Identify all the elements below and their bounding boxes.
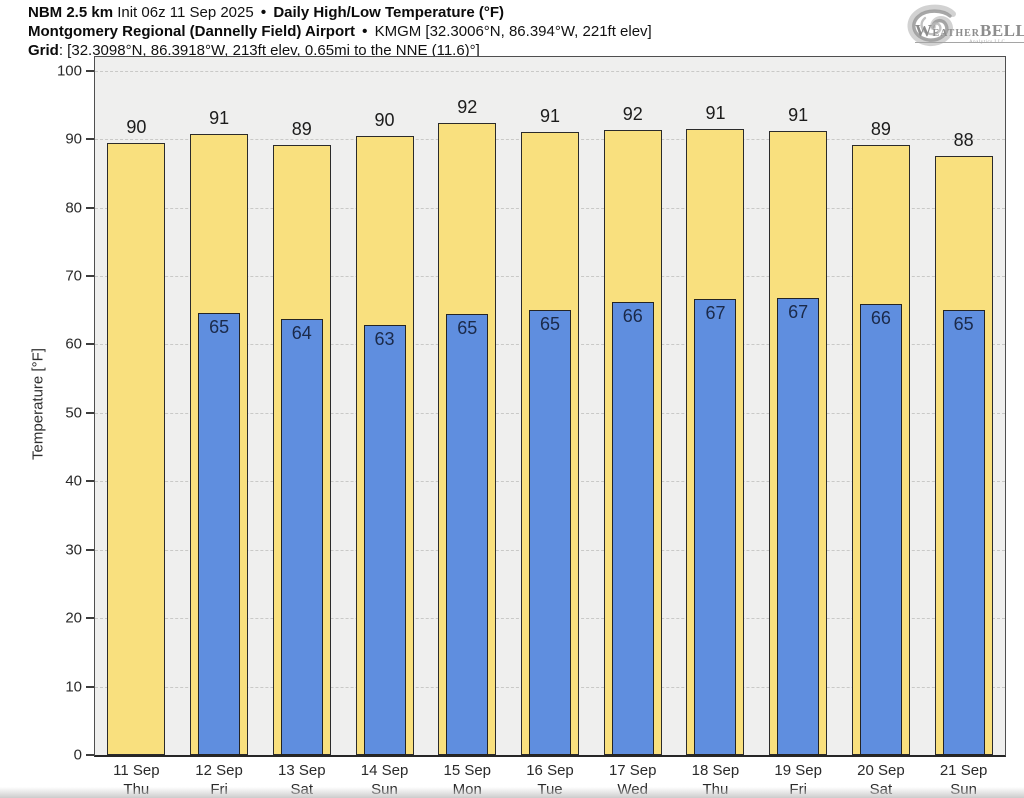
hurricane-swirl-icon: [907, 4, 956, 47]
high-value-label: 92: [457, 97, 478, 118]
low-temp-bar: 65: [198, 312, 241, 755]
low-value-label: 64: [291, 323, 312, 344]
x-tick-date: 14 Sep: [360, 762, 409, 779]
y-tick-label: 80: [65, 199, 82, 217]
logo-wordmark: WEATHERBELL: [915, 21, 1024, 43]
y-tick-label: 40: [65, 472, 82, 490]
y-tick-label: 30: [65, 541, 82, 559]
y-tick-mark: [86, 274, 94, 277]
model-name: NBM 2.5 km: [28, 4, 114, 21]
high-value-label: 92: [622, 103, 643, 124]
y-tick-label: 60: [65, 335, 82, 353]
low-temp-bar: 66: [859, 304, 902, 755]
low-value-label: 65: [209, 316, 230, 337]
init-time: Init 06z 11 Sep 2025: [117, 4, 254, 21]
x-tick-date: 15 Sep: [443, 762, 492, 779]
y-tick-label: 20: [65, 609, 82, 627]
high-value-label: 89: [870, 119, 891, 140]
chart-header: NBM 2.5 km Init 06z 11 Sep 2025 • Daily …: [28, 3, 652, 60]
station-meta: KMGM [32.3006°N, 86.394°W, 221ft elev]: [374, 23, 652, 40]
y-tick-label: 70: [65, 267, 82, 285]
y-tick-label: 90: [65, 130, 82, 148]
x-tick-date: 21 Sep: [939, 762, 988, 779]
separator-dot: •: [260, 4, 267, 21]
x-tick-date: 17 Sep: [608, 762, 657, 779]
y-tick-label: 100: [56, 62, 82, 80]
y-tick-label: 50: [65, 404, 82, 422]
high-value-label: 90: [374, 109, 395, 130]
logo-text-w: W: [915, 21, 933, 40]
logo-text-eather: EATHER: [932, 28, 980, 39]
logo-subtext: Analytics LLC: [969, 40, 1006, 45]
low-value-label: 66: [622, 305, 643, 326]
low-value-label: 67: [788, 301, 809, 322]
y-tick-mark: [86, 480, 94, 483]
x-tick-date: 13 Sep: [278, 762, 326, 779]
grid-info: : [32.3098°N, 86.3918°W, 213ft elev, 0.6…: [58, 42, 480, 59]
low-value-label: 65: [539, 313, 561, 334]
y-tick-label: 10: [65, 678, 82, 696]
header-line-3: Grid: [32.3098°N, 86.3918°W, 213ft elev,…: [28, 41, 652, 60]
low-temp-bar: 67: [694, 298, 737, 755]
y-tick-label: 0: [73, 746, 82, 764]
x-tick-date: 11 Sep: [113, 762, 160, 779]
low-temp-bar: 65: [529, 309, 571, 755]
high-temp-bar: [107, 142, 166, 755]
low-value-label: 65: [953, 313, 974, 334]
y-tick-mark: [86, 343, 94, 346]
y-tick-mark: [86, 548, 94, 551]
bottom-shadow: [0, 787, 1024, 798]
chart-title: Daily High/Low Temperature (°F): [273, 4, 505, 21]
weatherbell-logo: WEATHERBELL Analytics LLC: [893, 4, 1024, 50]
x-tick-date: 20 Sep: [857, 762, 905, 779]
low-temp-bar: 66: [611, 301, 654, 755]
y-tick-mark: [86, 138, 94, 141]
separator-dot: •: [362, 23, 368, 40]
high-value-label: 88: [953, 130, 974, 151]
y-tick-mark: [86, 411, 94, 414]
x-tick-date: 12 Sep: [195, 762, 243, 779]
high-value-label: 89: [291, 118, 312, 139]
high-value-label: 91: [209, 107, 230, 128]
low-temp-bar: 65: [942, 309, 985, 755]
y-tick-mark: [86, 69, 94, 72]
high-value-label: 91: [705, 102, 726, 123]
y-tick-mark: [86, 685, 94, 688]
low-value-label: 63: [374, 328, 395, 349]
low-value-label: 65: [457, 317, 478, 338]
station-name: Montgomery Regional (Dannelly Field) Air…: [28, 23, 355, 40]
low-temp-bar: 67: [777, 297, 820, 755]
y-tick-mark: [86, 617, 94, 620]
high-value-label: 91: [788, 104, 809, 125]
low-value-label: 66: [870, 308, 891, 329]
grid-label: Grid: [28, 42, 59, 59]
low-temp-bar: 64: [280, 319, 323, 755]
logo-text-bell: BELL: [980, 21, 1024, 40]
low-value-label: 67: [705, 302, 726, 323]
x-tick-date: 18 Sep: [691, 762, 740, 779]
header-line-2: Montgomery Regional (Dannelly Field) Air…: [28, 22, 652, 41]
y-tick-mark: [86, 206, 94, 209]
high-value-label: 91: [539, 105, 561, 126]
low-temp-bar: 63: [363, 324, 406, 755]
low-temp-bar: 65: [446, 313, 489, 755]
gridline-100: [95, 70, 1005, 72]
high-value-label: 90: [126, 116, 147, 137]
y-tick-mark: [86, 754, 94, 756]
x-tick-date: 19 Sep: [774, 762, 822, 779]
x-tick-date: 16 Sep: [526, 762, 574, 779]
header-line-1: NBM 2.5 km Init 06z 11 Sep 2025 • Daily …: [28, 3, 652, 22]
